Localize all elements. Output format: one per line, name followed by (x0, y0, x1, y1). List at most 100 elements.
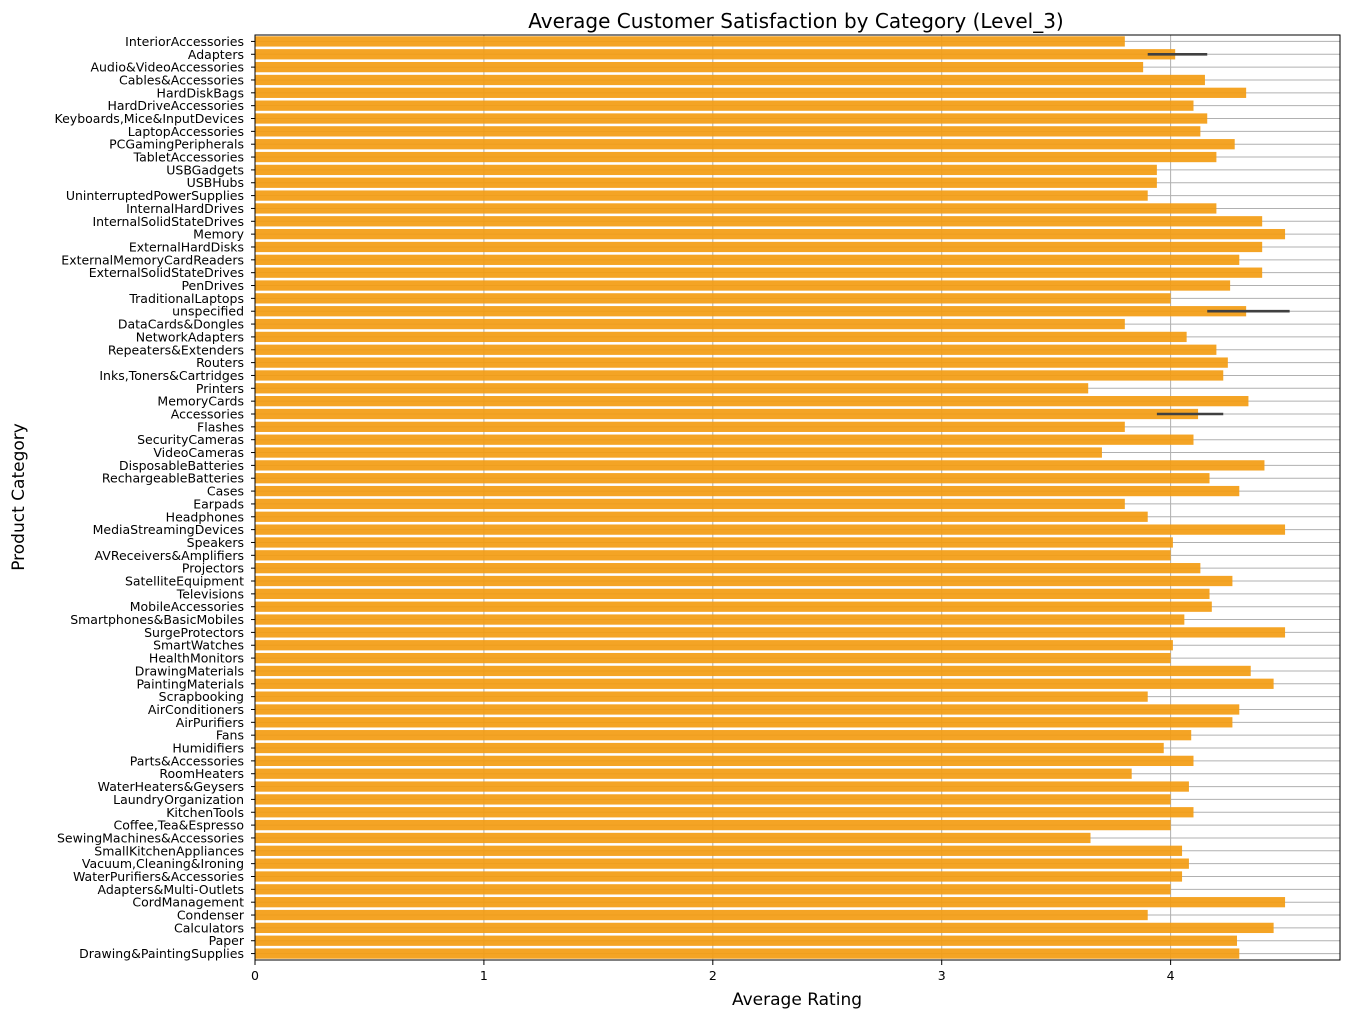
category-label: Condenser (177, 908, 245, 923)
category-label: Drawing&PaintingSupplies (79, 946, 244, 961)
category-label: AirConditioners (148, 702, 244, 717)
bar (255, 807, 1194, 818)
bar (255, 524, 1286, 535)
bar (255, 61, 1144, 73)
category-label: WaterHeaters&Geysers (98, 779, 244, 794)
category-tick-labels: InteriorAccessoriesAdaptersAudio&VideoAc… (55, 34, 255, 961)
bar (255, 730, 1192, 741)
category-label: USBHubs (187, 175, 244, 190)
bar (255, 935, 1237, 946)
category-label: Cables&Accessories (119, 72, 244, 87)
bar (255, 832, 1091, 844)
category-label: Projectors (182, 561, 244, 576)
category-label: MemoryCards (157, 394, 244, 409)
bar (255, 460, 1265, 471)
bar (255, 216, 1263, 227)
category-label: KitchenTools (166, 805, 244, 820)
bar (255, 781, 1189, 792)
category-label: RoomHeaters (159, 766, 244, 781)
bar (255, 511, 1148, 522)
bar (255, 306, 1247, 317)
bar (255, 241, 1263, 253)
bar (255, 498, 1125, 510)
category-label: Routers (196, 355, 244, 370)
category-label: CordManagement (132, 895, 244, 910)
bar (255, 357, 1228, 368)
bar (255, 344, 1217, 355)
category-label: Humidifiers (172, 741, 244, 756)
category-label: SecurityCameras (137, 432, 244, 447)
bar (255, 228, 1286, 240)
bar (255, 383, 1089, 394)
plot-frame (254, 34, 1341, 961)
category-label: Scrapbooking (159, 689, 244, 704)
category-label: Keyboards,Mice&InputDevices (55, 111, 244, 126)
bar (255, 550, 1171, 561)
category-label: InteriorAccessories (125, 34, 244, 49)
category-label: SurgeProtectors (144, 625, 244, 640)
x-tick-label: 4 (1167, 968, 1175, 983)
x-tick-label: 3 (938, 968, 946, 983)
category-label: DataCards&Dongles (118, 317, 244, 332)
category-label: Parts&Accessories (130, 753, 244, 768)
category-label: VideoCameras (153, 445, 244, 460)
bar (255, 139, 1235, 150)
bar (255, 563, 1201, 574)
category-label: Repeaters&Extenders (108, 342, 244, 357)
category-label: SewingMachines&Accessories (57, 830, 244, 845)
bar (255, 909, 1148, 921)
category-label: LaptopAccessories (128, 124, 244, 139)
bar (255, 742, 1164, 754)
bar (255, 627, 1286, 638)
bar (255, 794, 1171, 805)
bar (255, 704, 1240, 715)
bar (255, 434, 1194, 445)
bar (255, 897, 1286, 908)
bar (255, 652, 1171, 664)
category-label: Memory (193, 227, 244, 242)
category-label: Accessories (171, 406, 244, 421)
bar (255, 164, 1157, 176)
category-label: PCGamingPeripherals (109, 137, 244, 152)
category-label: Fans (216, 728, 244, 743)
bar (255, 614, 1185, 625)
bar (255, 177, 1157, 188)
bar (255, 331, 1187, 343)
bar (255, 485, 1240, 497)
bar (255, 113, 1208, 124)
bar (255, 575, 1233, 587)
bar (255, 537, 1173, 548)
category-label: NetworkAdapters (136, 329, 244, 344)
category-label: Coffee,Tea&Espresso (113, 818, 244, 833)
bar (255, 87, 1247, 98)
bar (255, 267, 1263, 278)
category-label: DisposableBatteries (119, 458, 244, 473)
bar (255, 665, 1251, 677)
category-label: USBGadgets (166, 162, 244, 177)
category-label: DrawingMaterials (135, 663, 244, 678)
bar (255, 190, 1148, 201)
category-label: ExternalHardDisks (129, 239, 244, 254)
category-label: HardDriveAccessories (108, 98, 245, 113)
category-label: InternalSolidStateDrives (92, 214, 244, 229)
category-label: SatelliteEquipment (125, 574, 244, 589)
category-label: Smartphones&BasicMobiles (70, 612, 244, 627)
bar (255, 370, 1224, 381)
bar (255, 151, 1217, 163)
x-tick-label: 0 (251, 968, 259, 983)
bar (255, 254, 1240, 265)
bar (255, 819, 1171, 831)
x-axis-label: Average Rating (732, 990, 862, 1010)
bar (255, 858, 1189, 869)
bar (255, 717, 1233, 728)
category-label: PenDrives (181, 278, 244, 293)
category-label: WaterPurifiers&Accessories (73, 869, 244, 884)
category-label: unspecified (172, 304, 244, 319)
category-label: SmartWatches (153, 638, 244, 653)
bar (255, 396, 1249, 407)
bar (255, 318, 1125, 330)
bar (255, 203, 1217, 214)
category-label: RechargeableBatteries (102, 471, 244, 486)
category-label: Earpads (193, 496, 244, 511)
category-label: AVReceivers&Amplifiers (95, 548, 244, 563)
